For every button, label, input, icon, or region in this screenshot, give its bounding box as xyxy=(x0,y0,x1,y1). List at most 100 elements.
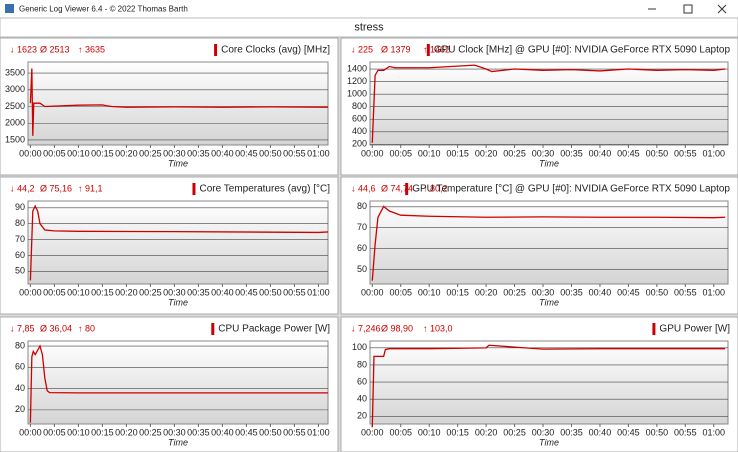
x-tick-label: 00:45 xyxy=(617,287,640,297)
x-tick-label: 00:35 xyxy=(560,427,583,437)
x-tick-label: 00:50 xyxy=(259,287,282,297)
stat-label: ↑ 103,0 xyxy=(423,323,453,333)
x-tick-label: 00:55 xyxy=(674,287,697,297)
y-tick-label: 60 xyxy=(15,250,25,260)
x-tick-label: 00:05 xyxy=(43,287,66,297)
data-line xyxy=(371,344,726,428)
x-tick-label: 00:15 xyxy=(91,287,114,297)
x-tick-label: 00:00 xyxy=(19,287,42,297)
x-tick-label: 01:00 xyxy=(703,148,726,158)
title-marker xyxy=(214,44,218,56)
y-tick-label: 1200 xyxy=(347,76,367,86)
x-tick-label: 00:05 xyxy=(389,148,412,158)
chart-title: GPU Temperature [°C] @ GPU [#0]: NVIDIA … xyxy=(412,184,730,195)
stat-label: ↓ 1623 xyxy=(10,44,37,54)
data-line xyxy=(29,344,328,423)
y-tick-label: 60 xyxy=(357,376,367,386)
x-tick-label: 00:55 xyxy=(674,148,697,158)
x-axis-label: Time xyxy=(539,158,559,168)
x-tick-label: 00:30 xyxy=(532,148,555,158)
x-tick-label: 00:05 xyxy=(43,427,66,437)
x-tick-label: 00:15 xyxy=(91,148,114,158)
data-line xyxy=(29,204,329,281)
x-tick-label: 00:30 xyxy=(163,148,186,158)
y-tick-label: 90 xyxy=(15,202,25,212)
x-tick-label: 00:25 xyxy=(139,287,162,297)
x-tick-label: 00:15 xyxy=(446,427,469,437)
x-tick-label: 00:50 xyxy=(646,287,669,297)
x-tick-label: 00:45 xyxy=(235,148,258,158)
x-axis-label: Time xyxy=(168,158,188,168)
maximize-button[interactable] xyxy=(683,4,693,14)
chart-title: GPU Clock [MHz] @ GPU [#0]: NVIDIA GeFor… xyxy=(434,45,731,56)
y-tick-label: 1500 xyxy=(5,134,25,144)
x-tick-label: 00:10 xyxy=(67,148,90,158)
stat-label: ↑ 1462 xyxy=(423,44,450,54)
x-axis-label: Time xyxy=(539,297,559,307)
stat-label: Ø 2513 xyxy=(40,44,70,54)
stat-label: ↓ 7,85 xyxy=(10,323,35,333)
x-tick-label: 01:00 xyxy=(307,148,330,158)
y-tick-label: 70 xyxy=(357,222,367,232)
data-line xyxy=(371,64,726,143)
x-tick-label: 01:00 xyxy=(703,287,726,297)
data-line xyxy=(371,205,726,281)
x-tick-label: 00:40 xyxy=(211,427,234,437)
close-button[interactable] xyxy=(717,4,727,14)
x-tick-label: 00:35 xyxy=(560,148,583,158)
x-tick-label: 00:15 xyxy=(446,287,469,297)
y-tick-label: 50 xyxy=(357,264,367,274)
x-tick-label: 00:45 xyxy=(617,427,640,437)
x-tick-label: 00:40 xyxy=(589,287,612,297)
y-tick-label: 3000 xyxy=(5,84,25,94)
y-tick-label: 2500 xyxy=(5,101,25,111)
x-tick-label: 00:20 xyxy=(475,427,498,437)
x-tick-label: 00:05 xyxy=(389,427,412,437)
x-tick-label: 00:00 xyxy=(361,427,384,437)
x-tick-label: 00:25 xyxy=(503,427,526,437)
x-tick-label: 00:20 xyxy=(115,427,138,437)
plot-area xyxy=(369,61,729,146)
x-tick-label: 00:00 xyxy=(19,427,42,437)
x-axis-label: Time xyxy=(168,437,188,447)
x-tick-label: 00:25 xyxy=(139,148,162,158)
chart-title: Core Temperatures (avg) [°C] xyxy=(199,184,330,195)
x-tick-label: 00:55 xyxy=(283,148,306,158)
chart-title: GPU Power [W] xyxy=(659,324,730,335)
y-tick-label: 80 xyxy=(357,359,367,369)
title-bar xyxy=(0,0,738,18)
title-marker xyxy=(426,44,430,56)
header-band xyxy=(0,17,738,38)
y-tick-label: 200 xyxy=(352,139,367,149)
stat-label: ↓ 44,2 xyxy=(10,183,35,193)
x-axis-label: Time xyxy=(539,437,559,447)
x-tick-label: 00:10 xyxy=(418,427,441,437)
x-tick-label: 00:20 xyxy=(475,148,498,158)
x-tick-label: 01:00 xyxy=(307,427,330,437)
x-axis-label: Time xyxy=(168,297,188,307)
stat-label: ↓ 225 xyxy=(351,44,373,54)
y-tick-label: 80 xyxy=(15,340,25,350)
y-tick-label: 1400 xyxy=(347,63,367,73)
x-tick-label: 00:55 xyxy=(283,427,306,437)
x-tick-label: 00:40 xyxy=(211,287,234,297)
title-marker xyxy=(211,323,215,335)
x-tick-label: 00:05 xyxy=(389,287,412,297)
stat-label: Ø 36,04 xyxy=(40,323,72,333)
x-tick-label: 01:00 xyxy=(703,427,726,437)
stat-label: Ø 98,90 xyxy=(381,323,413,333)
x-tick-label: 00:25 xyxy=(139,427,162,437)
x-tick-label: 00:20 xyxy=(115,148,138,158)
stat-label: ↑ 80 xyxy=(78,323,95,333)
x-tick-label: 00:10 xyxy=(418,148,441,158)
app-icon xyxy=(5,4,14,13)
x-tick-label: 00:20 xyxy=(475,287,498,297)
x-tick-label: 00:50 xyxy=(646,148,669,158)
x-tick-label: 00:25 xyxy=(503,148,526,158)
x-tick-label: 00:50 xyxy=(259,427,282,437)
x-tick-label: 00:30 xyxy=(163,287,186,297)
x-tick-label: 00:10 xyxy=(67,427,90,437)
x-tick-label: 00:40 xyxy=(211,148,234,158)
stat-label: ↑ 80,2 xyxy=(423,183,448,193)
x-tick-label: 00:35 xyxy=(187,427,210,437)
